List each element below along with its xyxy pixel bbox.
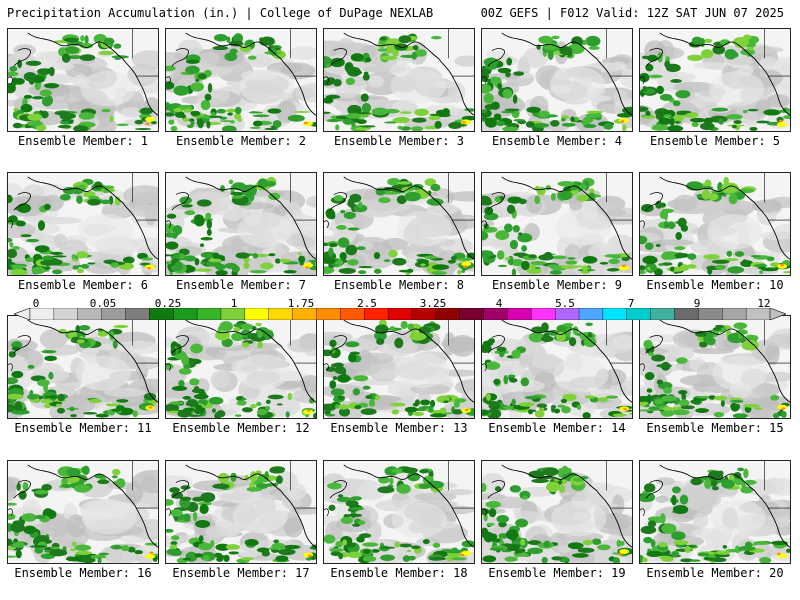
colorbar-segment bbox=[507, 308, 532, 320]
ensemble-member-map bbox=[323, 460, 475, 564]
colorbar-segment bbox=[244, 308, 270, 320]
colorbar-segment bbox=[125, 308, 150, 320]
ensemble-member-map bbox=[7, 172, 159, 276]
ensemble-member-map bbox=[165, 315, 317, 419]
ensemble-member-label: Ensemble Member: 3 bbox=[333, 134, 465, 148]
colorbar-tick-label: 7 bbox=[627, 297, 635, 310]
colorbar-segment bbox=[578, 308, 604, 320]
ensemble-member-label: Ensemble Member: 5 bbox=[649, 134, 781, 148]
ensemble-member-label: Ensemble Member: 8 bbox=[333, 278, 465, 292]
ensemble-member-map bbox=[639, 28, 791, 132]
ensemble-member-map bbox=[165, 172, 317, 276]
ensemble-member-map bbox=[639, 460, 791, 564]
ensemble-member-map bbox=[481, 460, 633, 564]
ensemble-member-map bbox=[639, 172, 791, 276]
ensemble-member-label: Ensemble Member: 7 bbox=[175, 278, 307, 292]
ensemble-member-label: Ensemble Member: 19 bbox=[488, 566, 626, 580]
precip-colorbar bbox=[14, 308, 786, 320]
ensemble-member-map bbox=[7, 28, 159, 132]
colorbar-segment bbox=[698, 308, 723, 320]
ensemble-member-map bbox=[323, 28, 475, 132]
ensemble-member-map bbox=[323, 315, 475, 419]
colorbar-tick-label: 2.5 bbox=[357, 297, 377, 310]
ensemble-member-label: Ensemble Member: 15 bbox=[646, 421, 784, 435]
ensemble-member-label: Ensemble Member: 11 bbox=[14, 421, 152, 435]
map-title: Precipitation Accumulation (in.) | Colle… bbox=[7, 6, 434, 20]
colorbar-segment bbox=[531, 308, 556, 320]
colorbar-segment bbox=[196, 308, 222, 320]
colorbar-segment bbox=[459, 308, 485, 320]
ensemble-member-map bbox=[165, 28, 317, 132]
colorbar-segment bbox=[602, 308, 628, 320]
ensemble-member-label: Ensemble Member: 10 bbox=[646, 278, 784, 292]
colorbar-segment bbox=[722, 308, 747, 320]
colorbar-tick-label: 3.25 bbox=[419, 297, 447, 310]
ensemble-member-label: Ensemble Member: 14 bbox=[488, 421, 626, 435]
colorbar-tick-label: 1.75 bbox=[287, 297, 315, 310]
colorbar-tick-label: 1 bbox=[230, 297, 238, 310]
ensemble-member-label: Ensemble Member: 1 bbox=[17, 134, 149, 148]
ensemble-member-label: Ensemble Member: 12 bbox=[172, 421, 310, 435]
ensemble-member-label: Ensemble Member: 2 bbox=[175, 134, 307, 148]
colorbar-tick-label: 0 bbox=[32, 297, 40, 310]
colorbar-tick-label: 4 bbox=[495, 297, 503, 310]
ensemble-member-label: Ensemble Member: 13 bbox=[330, 421, 468, 435]
ensemble-member-map bbox=[481, 28, 633, 132]
colorbar-segment bbox=[53, 308, 79, 320]
ensemble-member-label: Ensemble Member: 20 bbox=[646, 566, 784, 580]
ensemble-member-label: Ensemble Member: 9 bbox=[491, 278, 623, 292]
ensemble-member-map bbox=[7, 460, 159, 564]
colorbar-min-arrow bbox=[14, 308, 31, 320]
ensemble-member-label: Ensemble Member: 18 bbox=[330, 566, 468, 580]
colorbar-tick-label: 0.05 bbox=[89, 297, 117, 310]
colorbar-tick-label: 0.25 bbox=[154, 297, 182, 310]
colorbar-tick-label: 9 bbox=[693, 297, 701, 310]
colorbar-tick-label: 12 bbox=[757, 297, 771, 310]
run-valid-time: 00Z GEFS | F012 Valid: 12Z SAT JUN 07 20… bbox=[480, 6, 784, 20]
ensemble-member-map bbox=[639, 315, 791, 419]
ensemble-member-map bbox=[481, 315, 633, 419]
ensemble-member-label: Ensemble Member: 17 bbox=[172, 566, 310, 580]
colorbar-max-arrow bbox=[769, 308, 786, 320]
colorbar-segment bbox=[650, 308, 676, 320]
ensemble-member-label: Ensemble Member: 4 bbox=[491, 134, 623, 148]
colorbar-tick-label: 5.5 bbox=[555, 297, 575, 310]
ensemble-member-map bbox=[165, 460, 317, 564]
ensemble-member-label: Ensemble Member: 6 bbox=[17, 278, 149, 292]
colorbar-segment bbox=[387, 308, 413, 320]
ensemble-member-map bbox=[323, 172, 475, 276]
ensemble-member-label: Ensemble Member: 16 bbox=[14, 566, 152, 580]
colorbar-segment bbox=[316, 308, 341, 320]
ensemble-member-map bbox=[481, 172, 633, 276]
ensemble-member-map bbox=[7, 315, 159, 419]
